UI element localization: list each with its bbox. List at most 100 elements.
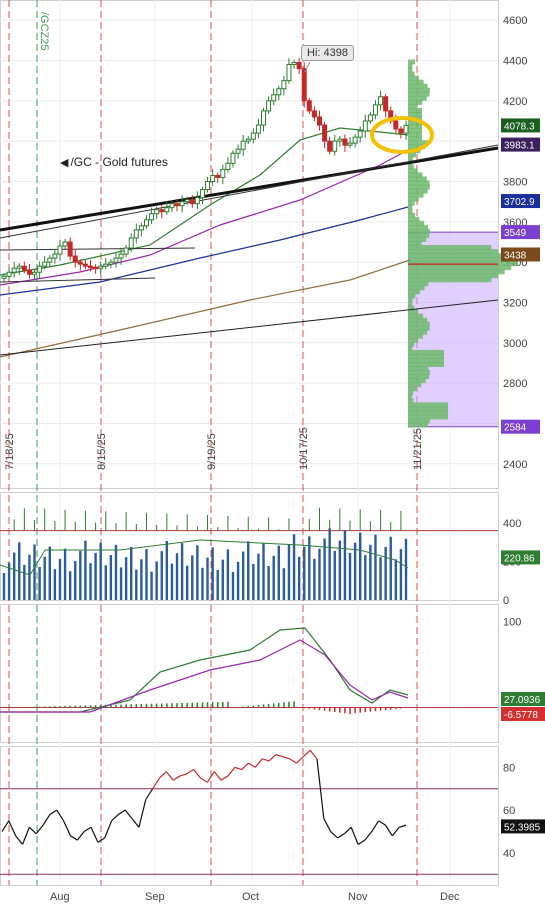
volume-bar xyxy=(124,557,128,600)
candle-body xyxy=(322,124,328,142)
candle-body xyxy=(37,265,43,273)
rsi-line-segment xyxy=(138,799,147,828)
volume-bar xyxy=(135,569,138,600)
volume-profile-bar xyxy=(408,402,448,408)
volume-profile-bar xyxy=(408,192,424,198)
volume-bar xyxy=(216,569,219,600)
volume-profile-bar xyxy=(408,414,448,420)
volume-profile-bar xyxy=(408,107,422,113)
volume-profile-bar xyxy=(408,281,429,287)
volume-profile-bar xyxy=(408,422,428,428)
volume-profile-bar xyxy=(408,224,429,230)
rsi-line-segment xyxy=(391,826,400,837)
volume-bar xyxy=(33,544,36,600)
candle-body xyxy=(11,267,17,273)
volume-profile-bar xyxy=(408,124,422,130)
x-axis-month-label: Oct xyxy=(242,891,259,903)
volume-bar xyxy=(404,538,408,600)
volume-profile-bar xyxy=(408,71,415,77)
candle-body xyxy=(311,110,317,118)
rsi-line-segment xyxy=(76,831,85,841)
volume-bar xyxy=(201,567,204,600)
volume-bar xyxy=(53,569,57,600)
rsi-line-segment xyxy=(152,777,160,790)
price-tag xyxy=(501,194,540,209)
volume-profile-bar xyxy=(408,136,422,142)
volume-profile-bar xyxy=(408,386,417,392)
volume-profile-bar xyxy=(408,321,430,327)
candle-body xyxy=(332,140,338,152)
candle-body xyxy=(362,120,368,132)
candle-body xyxy=(215,174,221,178)
volume-profile-bar xyxy=(408,382,422,388)
volume-profile-bar xyxy=(408,172,423,178)
rsi-line-segment xyxy=(364,831,373,841)
volume-profile-bar xyxy=(408,200,415,206)
rsi-line-segment xyxy=(35,824,44,835)
rsi-line-segment xyxy=(275,753,283,758)
volume-profile-bar xyxy=(408,265,512,271)
volume-profile-bar xyxy=(408,212,416,218)
volume-profile-bar xyxy=(408,245,492,251)
volume-profile-bar xyxy=(408,285,425,291)
volume-profile-bar xyxy=(408,341,415,347)
volume-bar xyxy=(308,536,311,600)
candle-body xyxy=(82,263,88,267)
candle-body xyxy=(235,148,241,154)
candle-body xyxy=(103,263,109,267)
volume-bar xyxy=(262,543,265,600)
candle-body xyxy=(32,271,38,275)
volume-profile-bar xyxy=(408,317,428,323)
volume-profile-bar xyxy=(408,128,422,134)
volume-profile-bar xyxy=(408,67,413,73)
volume-bar xyxy=(58,558,62,600)
volume-bar xyxy=(23,564,26,600)
macd-tag xyxy=(501,692,545,706)
rsi-y-tick: 40 xyxy=(503,848,515,860)
volume-profile-bar xyxy=(408,394,413,400)
volume-bar xyxy=(348,552,352,600)
candle-body xyxy=(372,104,378,116)
volume-profile-bar xyxy=(408,301,413,307)
volume-bar xyxy=(114,544,118,600)
panel-border xyxy=(0,746,499,886)
lower-trendline xyxy=(0,299,499,356)
volume-ma-line xyxy=(0,539,409,576)
candle-body xyxy=(149,213,155,221)
candle-body xyxy=(21,265,27,271)
candle-body xyxy=(174,203,180,207)
volume-profile-bar xyxy=(408,164,414,170)
rsi-line-segment xyxy=(159,771,167,779)
volume-profile-bar xyxy=(408,140,429,146)
rsi-line-segment xyxy=(213,771,222,781)
volume-profile-bar xyxy=(408,220,425,226)
gold-futures-label: ◀ /GC - Gold futures xyxy=(60,155,168,169)
candle-body xyxy=(301,68,307,102)
volume-profile-bar xyxy=(408,257,512,263)
volume-bar xyxy=(297,556,301,600)
candle-body xyxy=(286,64,292,82)
rsi-line-segment xyxy=(165,771,174,781)
candle-body xyxy=(42,261,48,267)
candle-body xyxy=(281,80,287,90)
rsi-line-segment xyxy=(337,833,345,839)
candle-body xyxy=(88,265,94,269)
x-axis-month-label: Sep xyxy=(145,891,165,903)
date-marker-label: 7/18/25 xyxy=(4,433,16,470)
candle-body xyxy=(352,136,358,144)
volume-bar xyxy=(374,534,377,600)
volume-profile-bar xyxy=(408,156,413,162)
candle-body xyxy=(123,247,129,255)
candle-body xyxy=(189,199,195,205)
rsi-line-segment xyxy=(42,814,51,826)
rsi-line-segment xyxy=(90,827,99,843)
candle-body xyxy=(118,253,124,259)
rsi-line-segment xyxy=(49,809,58,815)
volume-bar xyxy=(160,551,163,600)
rsi-line-segment xyxy=(282,756,290,760)
volume-bar xyxy=(104,565,107,600)
volume-profile-bar xyxy=(408,329,428,335)
volume-profile-bar xyxy=(408,269,505,275)
candle-body xyxy=(347,142,353,146)
rsi-line-segment xyxy=(124,809,133,820)
